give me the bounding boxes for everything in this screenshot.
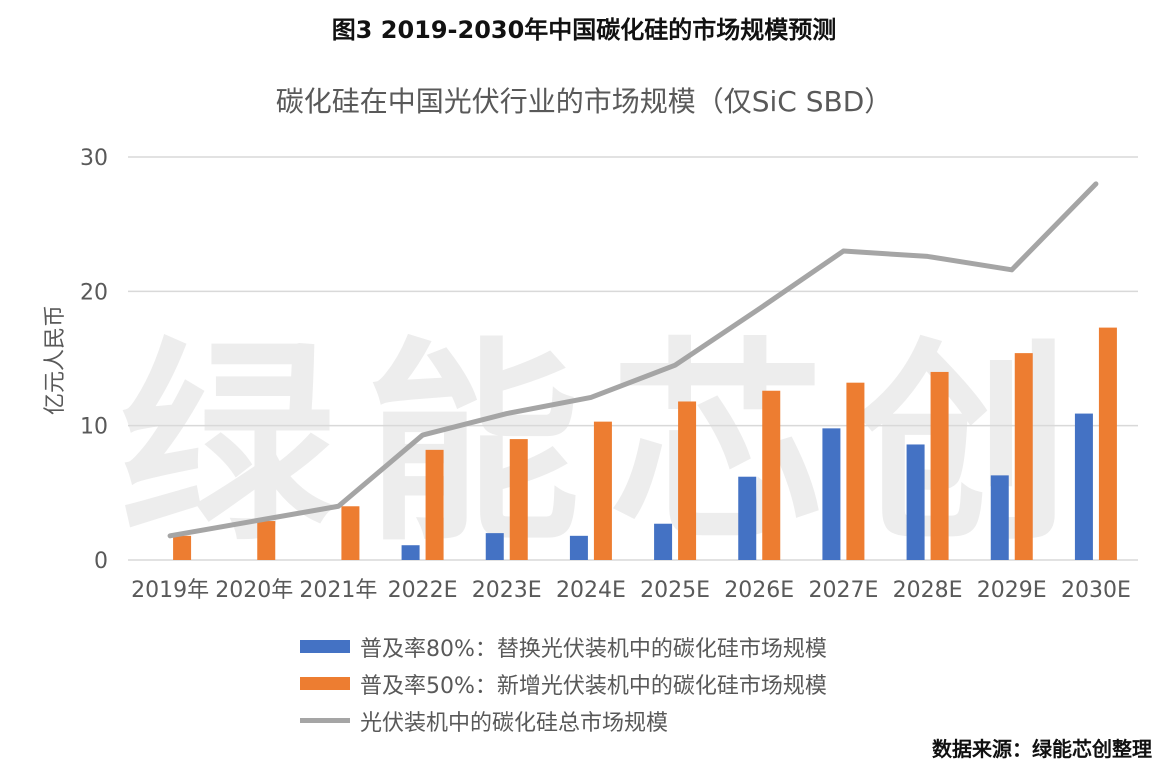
legend-label-series1: 普及率80%：替换光伏装机中的碳化硅市场规模: [360, 636, 827, 662]
bar-series2: [1014, 353, 1033, 560]
figure-title: 图3 2019-2030年中国碳化硅的市场规模预测: [331, 16, 837, 44]
y-axis-label: 亿元人民币: [43, 304, 68, 415]
bar-series2: [425, 449, 444, 560]
legend-item-series1: 普及率80%：替换光伏装机中的碳化硅市场规模: [300, 628, 827, 665]
y-tick-label: 0: [94, 549, 108, 574]
bar-series1: [822, 428, 841, 560]
legend-item-series2: 普及率50%：新增光伏装机中的碳化硅市场规模: [300, 665, 827, 702]
x-tick-label: 2020年: [215, 578, 293, 603]
bar-series2: [762, 390, 781, 560]
y-tick-label: 30: [80, 146, 108, 171]
y-tick-label: 10: [80, 415, 108, 440]
bar-series2: [509, 439, 528, 560]
x-tick-label: 2019年: [131, 578, 209, 603]
x-tick-label: 2024E: [556, 578, 626, 603]
x-tick-label: 2028E: [893, 578, 963, 603]
x-tick-label: 2025E: [640, 578, 710, 603]
bar-series1: [906, 444, 925, 560]
source-note: 数据来源：绿能芯创整理: [932, 737, 1152, 761]
bar-series1: [569, 535, 588, 560]
legend-label-series2: 普及率50%：新增光伏装机中的碳化硅市场规模: [360, 673, 827, 699]
bar-series1: [401, 545, 420, 560]
legend-swatch-gray-line: [300, 718, 350, 723]
bar-series2: [173, 535, 192, 560]
bar-series2: [341, 506, 360, 560]
legend-swatch-orange: [300, 677, 350, 690]
bar-series2: [257, 521, 276, 560]
bar-series2: [593, 421, 612, 560]
bar-series1: [1074, 413, 1093, 560]
x-tick-label: 2022E: [388, 578, 458, 603]
bar-series2: [1098, 327, 1117, 560]
chart-title: 碳化硅在中国光伏行业的市场规模（仅SiC SBD）: [275, 85, 893, 118]
x-tick-label: 2027E: [808, 578, 878, 603]
bar-series2: [930, 371, 949, 560]
bar-series1: [485, 533, 504, 560]
legend-label-series3: 光伏装机中的碳化硅总市场规模: [360, 710, 669, 736]
x-tick-label: 2026E: [724, 578, 794, 603]
x-tick-label: 2030E: [1061, 578, 1131, 603]
x-tick-label: 2023E: [472, 578, 542, 603]
x-tick-label: 2021年: [299, 578, 377, 603]
legend-item-series3: 光伏装机中的碳化硅总市场规模: [300, 702, 827, 739]
bar-series1: [738, 476, 757, 560]
bar-series1: [990, 475, 1009, 560]
x-tick-label: 2029E: [977, 578, 1047, 603]
legend: 普及率80%：替换光伏装机中的碳化硅市场规模 普及率50%：新增光伏装机中的碳化…: [300, 628, 827, 739]
bar-series1: [654, 523, 673, 560]
y-tick-label: 20: [80, 280, 108, 305]
bar-series2: [846, 382, 865, 560]
legend-swatch-blue: [300, 640, 350, 653]
line-series3: [167, 181, 1099, 539]
bar-series2: [678, 401, 697, 560]
